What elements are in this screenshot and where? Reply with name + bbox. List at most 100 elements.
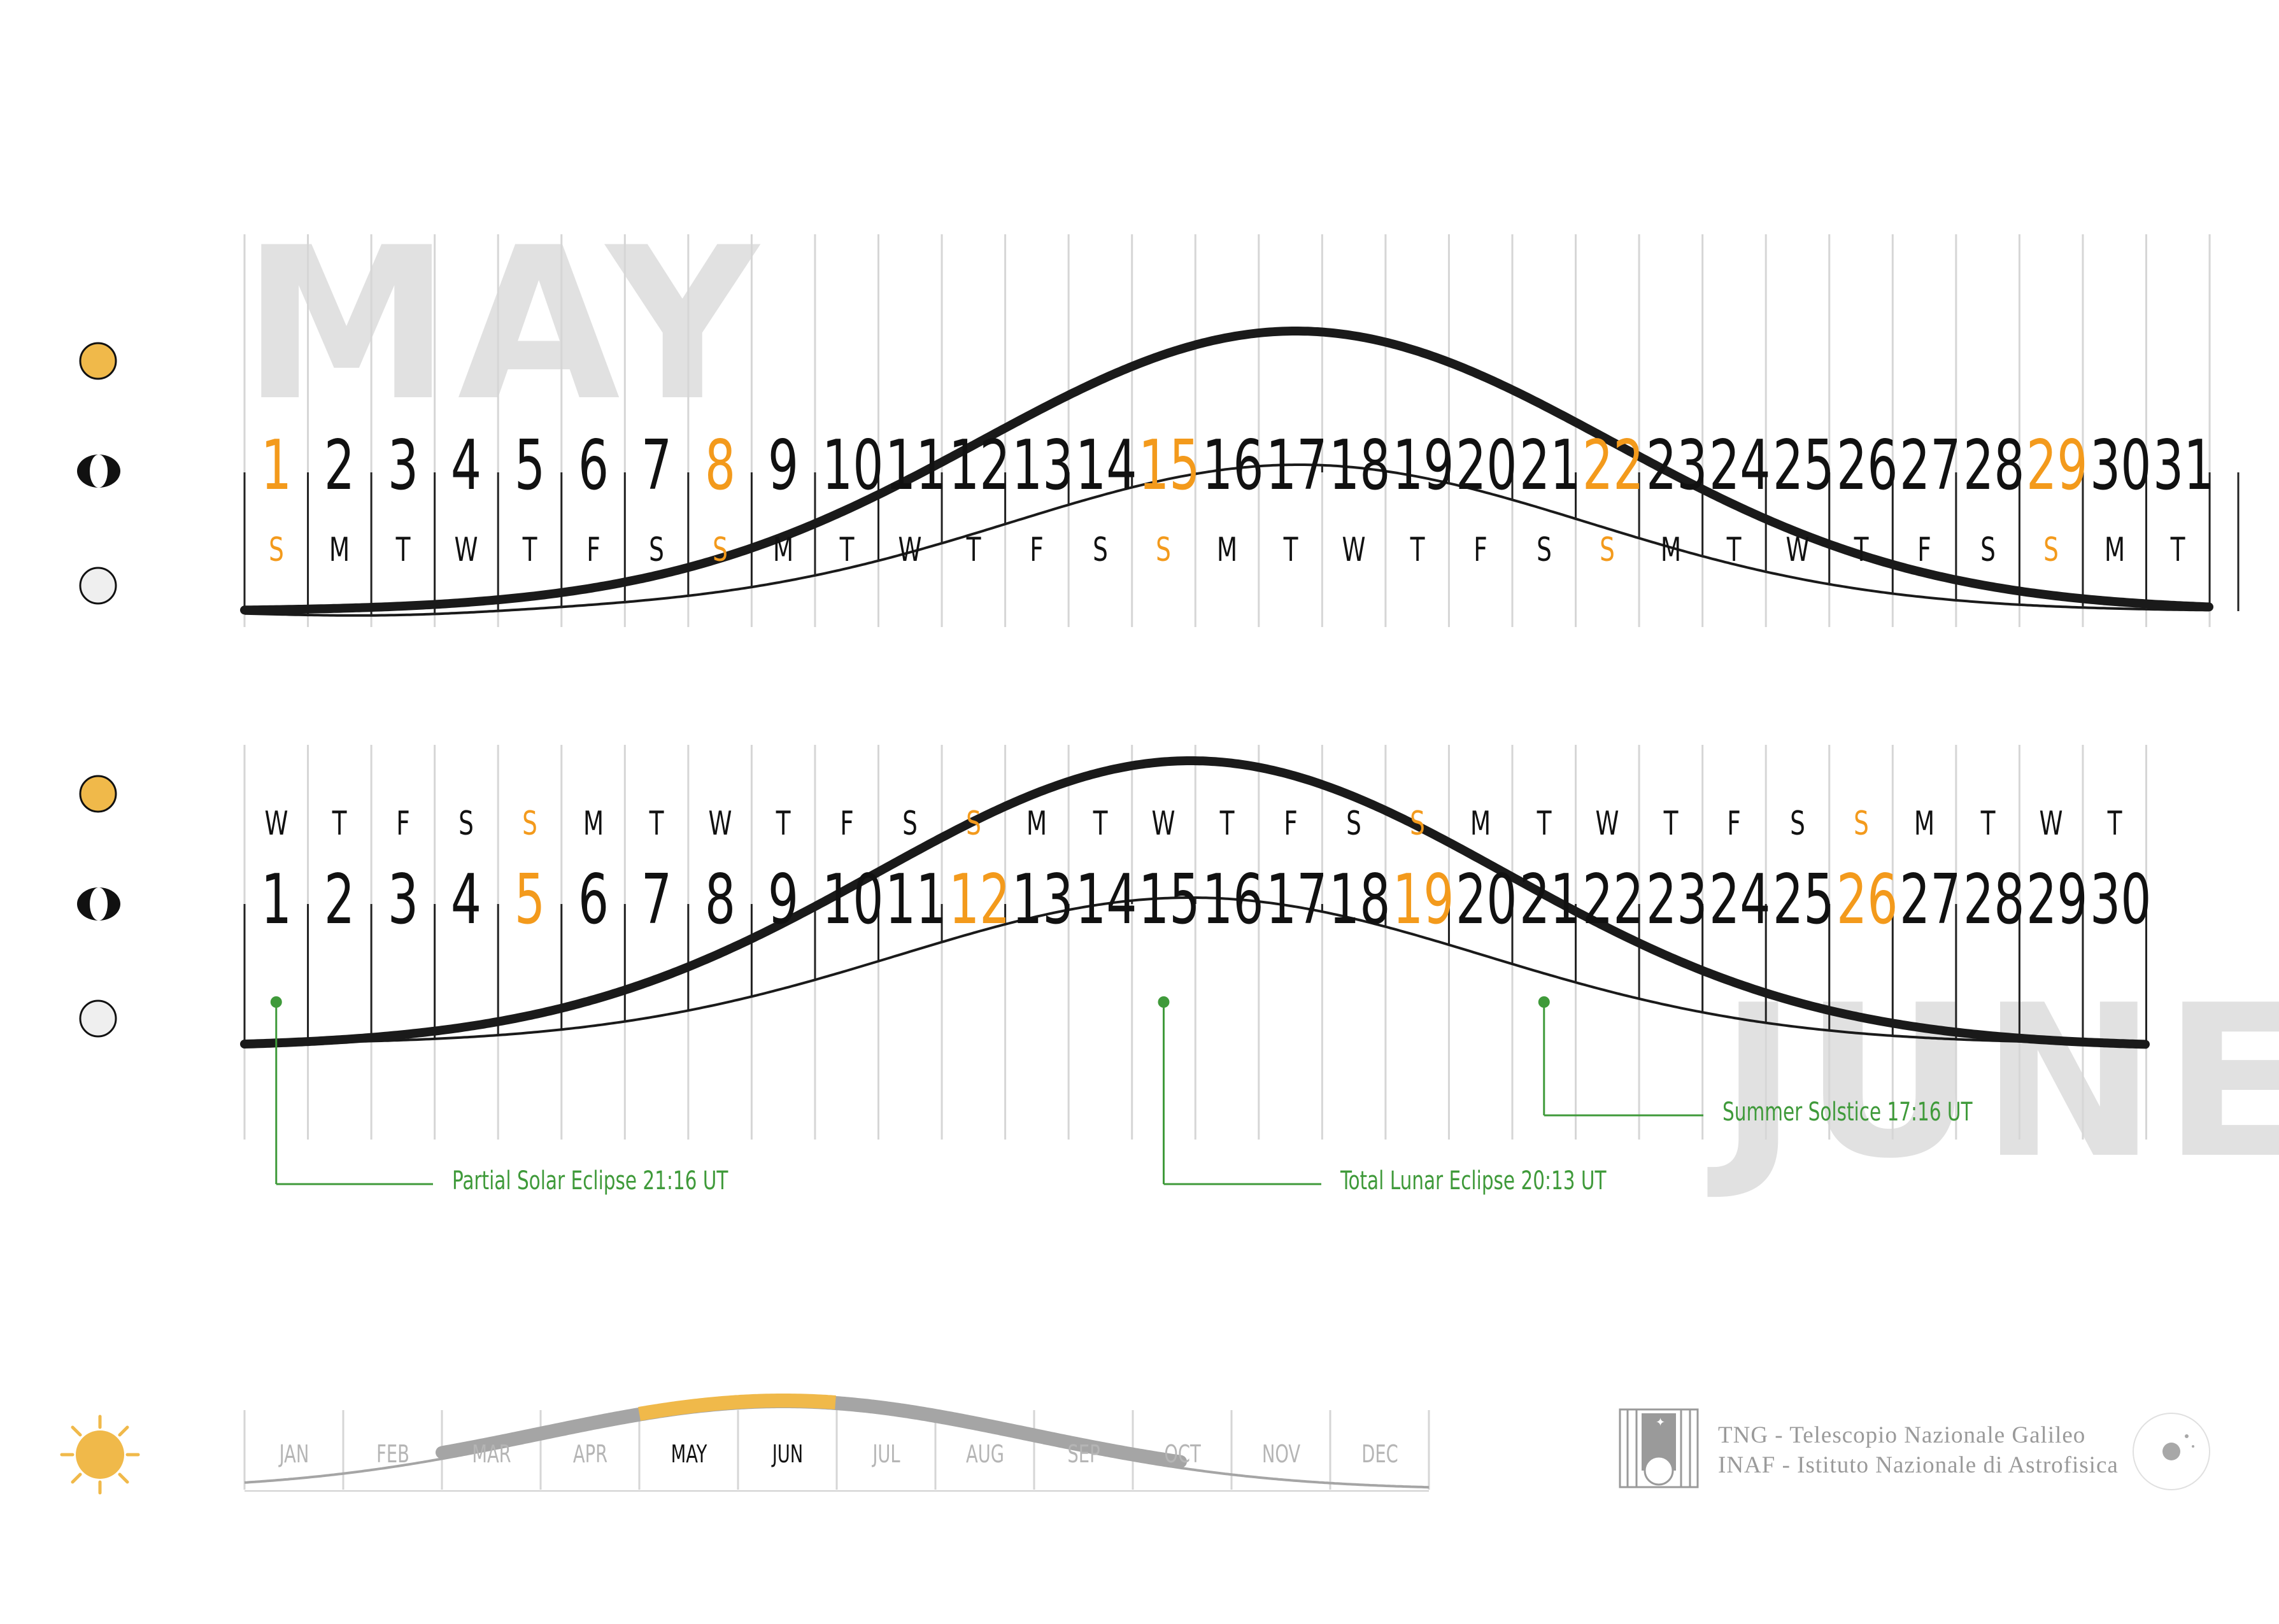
june-day-number: 26	[1836, 860, 1898, 940]
june-day-number: 27	[1899, 860, 1961, 940]
event-label: Partial Solar Eclipse 21:16 UT	[452, 1166, 728, 1196]
event-label: Total Lunar Eclipse 20:13 UT	[1340, 1166, 1607, 1196]
may-day-number: 24	[1709, 426, 1771, 505]
june-day-number: 4	[451, 860, 482, 940]
may-weekday-letter: F	[1473, 531, 1487, 569]
may-day-number: 16	[1202, 426, 1264, 505]
timeline-month-aug[interactable]: AUG	[965, 1440, 1004, 1468]
june-day-number: 28	[1963, 860, 2025, 940]
june-weekday-letter: M	[1913, 805, 1935, 843]
may-weekday-letter: W	[898, 531, 922, 569]
timeline-month-jul[interactable]: JUL	[872, 1440, 900, 1468]
timeline-month-may[interactable]: MAY	[671, 1440, 707, 1468]
may-weekday-letter: S	[649, 531, 664, 569]
june-day-number: 24	[1709, 860, 1771, 940]
june-day-number: 12	[948, 860, 1011, 940]
sun-icon	[79, 342, 117, 380]
may-day-number: 7	[641, 426, 672, 505]
may-weekday-letter: W	[454, 531, 478, 569]
june-day-number: 13	[1012, 860, 1074, 940]
june-weekday-letter: S	[458, 805, 474, 843]
june-day-number: 15	[1139, 860, 1200, 940]
may-weekday-letter: S	[268, 531, 284, 569]
timeline-month-mar[interactable]: MAR	[471, 1440, 511, 1468]
may-day-number: 1	[260, 426, 292, 505]
may-weekday-letter: T	[395, 531, 411, 569]
may-day-number: 28	[1963, 426, 2025, 505]
moon-icon	[79, 567, 117, 605]
event-label: Summer Solstice 17:16 UT	[1722, 1098, 1973, 1127]
may-weekday-letter: T	[1283, 531, 1298, 569]
june-day-number: 5	[514, 860, 546, 940]
june-day-number: 10	[821, 860, 884, 940]
june-day-number: 30	[2089, 860, 2152, 940]
may-weekday-letter: M	[1660, 531, 1682, 569]
may-weekday-letter: F	[1917, 531, 1931, 569]
june-weekday-letter: S	[965, 805, 981, 843]
sun-rays-icon	[60, 1415, 140, 1495]
may-month-watermark: MAY	[242, 202, 765, 447]
may-weekday-letter: T	[1726, 531, 1742, 569]
may-weekday-letter: T	[839, 531, 855, 569]
may-day-number: 23	[1645, 426, 1708, 505]
timeline-month-jan[interactable]: JAN	[279, 1440, 309, 1468]
june-day-number: 18	[1329, 860, 1391, 940]
may-weekday-letter: T	[1854, 531, 1868, 569]
moon-phase-icon	[77, 887, 120, 921]
may-day-number: 14	[1075, 426, 1137, 505]
june-day-number: 25	[1772, 860, 1835, 940]
timeline-month-dec[interactable]: DEC	[1361, 1440, 1398, 1468]
may-day-number: 29	[2026, 426, 2088, 505]
june-weekday-letter: T	[1219, 805, 1235, 843]
may-weekday-letter: T	[522, 531, 537, 569]
june-day-number: 8	[704, 860, 735, 940]
timeline-month-oct[interactable]: OCT	[1163, 1440, 1201, 1468]
may-day-number: 13	[1012, 426, 1074, 505]
may-day-number: 25	[1772, 426, 1835, 505]
may-weekday-letter: S	[712, 531, 728, 569]
footer-line-inaf: INAF - Istituto Nazionale di Astrofisica	[1718, 1452, 2119, 1478]
timeline-month-feb[interactable]: FEB	[376, 1440, 409, 1468]
footer-line-tng: TNG - Telescopio Nazionale Galileo	[1718, 1422, 2086, 1448]
may-day-number: 4	[451, 426, 482, 505]
may-day-number: 5	[514, 426, 546, 505]
inaf-seal-icon	[2133, 1413, 2210, 1490]
june-weekday-letter: W	[708, 805, 732, 843]
may-day-number: 15	[1139, 426, 1200, 505]
june-sunset-curve	[244, 896, 2146, 1045]
timeline-month-nov[interactable]: NOV	[1261, 1440, 1300, 1468]
june-weekday-letter: W	[264, 805, 288, 843]
june-weekday-letter: W	[1595, 805, 1619, 843]
may-day-number: 27	[1899, 426, 1961, 505]
may-weekday-letter: F	[586, 531, 600, 569]
june-day-number: 23	[1645, 860, 1708, 940]
may-sunset-curve	[244, 463, 2209, 617]
june-day-number: 21	[1519, 860, 1581, 940]
timeline-month-jun[interactable]: JUN	[772, 1440, 803, 1468]
june-weekday-letter: T	[332, 805, 347, 843]
june-weekday-letter: M	[1026, 805, 1047, 843]
may-weekday-letter: W	[1786, 531, 1810, 569]
may-weekday-letter: M	[773, 531, 794, 569]
june-weekday-letter: T	[2107, 805, 2122, 843]
june-weekday-letter: M	[583, 805, 604, 843]
sun-icon	[79, 775, 117, 813]
june-day-number: 7	[641, 860, 672, 940]
tng-logo-icon: ✦	[1619, 1408, 1699, 1488]
june-weekday-letter: S	[1853, 805, 1869, 843]
may-weekday-letter: F	[1030, 531, 1044, 569]
june-weekday-letter: T	[649, 805, 664, 843]
timeline-month-sep[interactable]: SEP	[1067, 1440, 1100, 1468]
june-weekday-letter: T	[776, 805, 791, 843]
may-day-number: 11	[885, 426, 947, 505]
may-moon-curve	[240, 327, 2213, 615]
may-day-number: 26	[1836, 426, 1898, 505]
may-weekday-letter: M	[329, 531, 350, 569]
june-day-number: 16	[1202, 860, 1264, 940]
may-weekday-letter: M	[1216, 531, 1238, 569]
june-day-number: 17	[1265, 860, 1327, 940]
may-day-number: 17	[1265, 426, 1327, 505]
timeline-month-apr[interactable]: APR	[572, 1440, 607, 1468]
june-weekday-letter: W	[2039, 805, 2063, 843]
